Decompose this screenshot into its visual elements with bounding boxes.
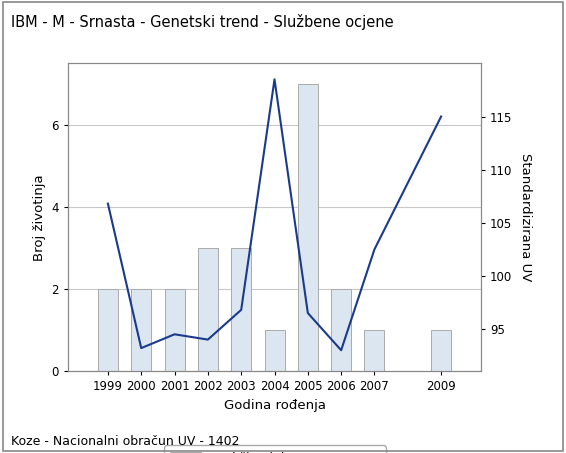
Bar — [98, 289, 118, 371]
Bar — [365, 330, 384, 371]
Bar — [264, 330, 285, 371]
Bar — [298, 84, 318, 371]
Bar — [331, 289, 351, 371]
Bar — [231, 248, 251, 371]
Bar — [198, 248, 218, 371]
Text: Koze - Nacionalni obračun UV - 1402: Koze - Nacionalni obračun UV - 1402 — [11, 435, 240, 448]
Bar — [165, 289, 185, 371]
Y-axis label: Broj životinja: Broj životinja — [33, 174, 46, 261]
Bar — [431, 330, 451, 371]
Bar — [131, 289, 151, 371]
Y-axis label: Standardizirana UV: Standardizirana UV — [519, 153, 532, 282]
Legend: Broj životinja, UV12: Broj životinja, UV12 — [164, 445, 385, 453]
Text: IBM - M - Srnasta - Genetski trend - Službene ocjene: IBM - M - Srnasta - Genetski trend - Slu… — [11, 14, 394, 29]
X-axis label: Godina rođenja: Godina rođenja — [224, 399, 325, 412]
